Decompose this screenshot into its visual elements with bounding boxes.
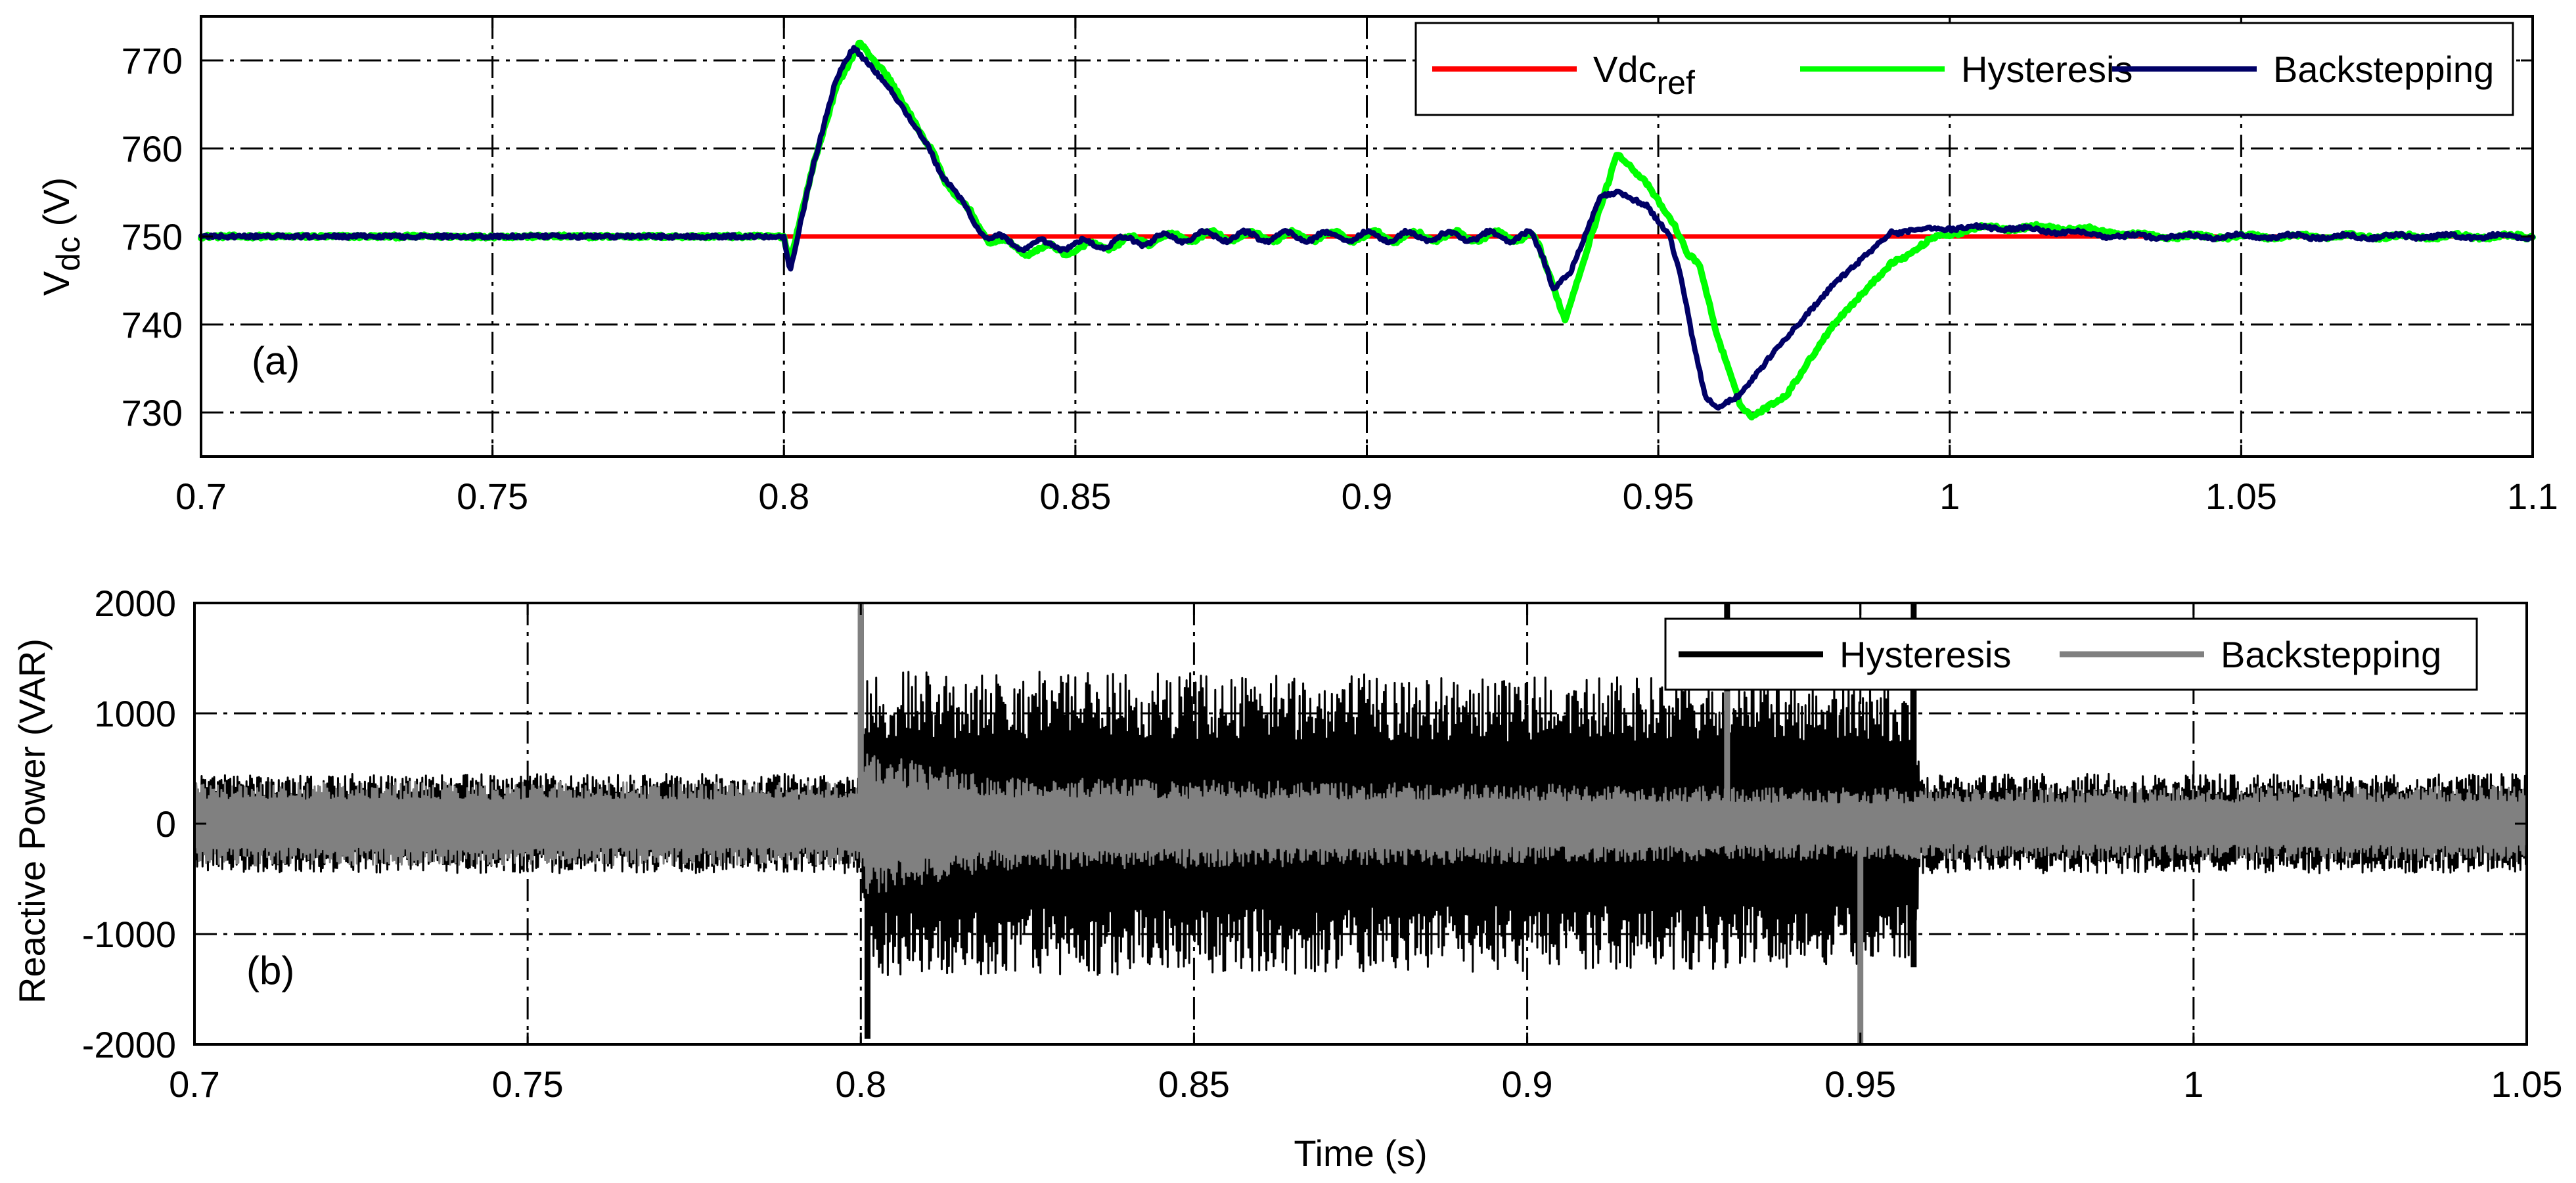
legend-label-backstepping: Backstepping [2273,49,2494,90]
panel-a-ylabel-main: V [35,271,77,296]
x-tick-label: 0.8 [835,1063,886,1105]
x-tick-label: 0.9 [1502,1063,1553,1105]
y-tick-label: 2000 [94,583,176,624]
panel-a-ticks: 0.7 0.75 0.8 0.85 0.9 0.95 1 1.05 1.1 730 740 750 76… [122,16,2558,517]
legend-label-backstepping: Backstepping [2221,634,2441,675]
x-tick-label: 0.75 [492,1063,564,1105]
y-tick-label: -1000 [82,914,176,955]
x-tick-label: 0.85 [1039,476,1111,517]
x-tick-label: 0.95 [1824,1063,1896,1105]
x-tick-label: 1.05 [2205,476,2277,517]
x-tick-label: 1 [2183,1063,2203,1105]
legend-label-hysteresis: Hysteresis [1961,49,2133,90]
x-tick-label: 1.1 [2507,476,2558,517]
x-tick-label: 0.95 [1623,476,1694,517]
panel-b-legend: Hysteresis Backstepping [1664,617,2478,691]
panel-a-legend: Vdcref Hysteresis Backstepping [1414,22,2514,116]
panel-b-ticks: 0.7 0.75 0.8 0.85 0.9 0.95 1 1.05 -2000 -1000 0 100… [82,583,2563,1105]
panel-a-y-axis-label: Vdc (V) [35,177,87,296]
x-tick-label: 0.75 [457,476,528,517]
y-tick-label: 730 [122,392,183,434]
y-tick-label: 760 [122,128,183,169]
panel-b-series [193,603,2528,1044]
panel-a-label: (a) [252,339,300,383]
panel-b-x-axis-label: Time (s) [1294,1132,1427,1174]
panel-a: 0.7 0.75 0.8 0.85 0.9 0.95 1 1.05 1.1 730 740 750 76… [35,15,2558,517]
legend-box [1414,22,2514,116]
series-line-backstepping [193,753,2528,895]
panel-b-label: (b) [246,949,294,993]
panel-a-ylabel-sub: dc [50,236,87,271]
y-tick-label: 1000 [94,693,176,734]
panel-a-ylabel-unit: (V) [35,177,77,236]
legend-label-vdc-ref: Vdcref [1593,49,1695,101]
x-tick-label: 1 [1939,476,1960,517]
legend-label-hysteresis: Hysteresis [1840,634,2011,675]
y-tick-label: -2000 [82,1024,176,1065]
x-tick-label: 0.7 [169,1063,220,1105]
x-tick-label: 0.85 [1158,1063,1230,1105]
x-tick-label: 1.05 [2491,1063,2563,1105]
panel-b-y-axis-label: Reactive Power (VAR) [11,638,53,1004]
y-tick-label: 0 [156,803,176,845]
series-line-backstepping [198,45,2535,411]
panel-b: 0.7 0.75 0.8 0.85 0.9 0.95 1 1.05 -2000 -1000 0 100… [11,583,2563,1174]
x-tick-label: 0.8 [758,476,809,517]
x-tick-label: 0.7 [175,476,227,517]
x-tick-label: 0.9 [1342,476,1393,517]
y-tick-label: 750 [122,216,183,257]
y-tick-label: 770 [122,40,183,81]
panel-a-series [198,39,2536,421]
y-tick-label: 740 [122,304,183,346]
